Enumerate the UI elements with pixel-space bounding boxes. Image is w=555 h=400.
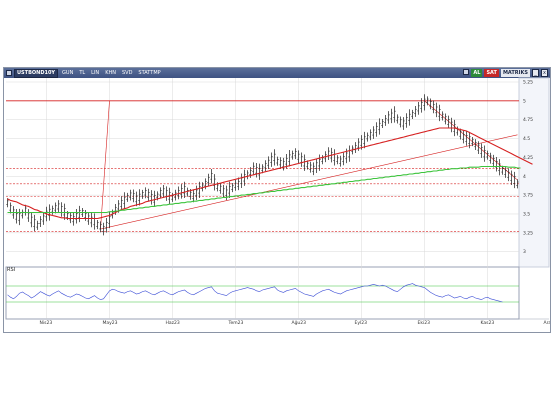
y-tick-label: 4 (523, 174, 526, 180)
chart-window: USTBOND10Y GUN TL LIN KHN SVD STATTMP AL… (3, 67, 551, 333)
currency-selector[interactable]: TL (79, 70, 86, 76)
lock-icon[interactable] (463, 69, 470, 75)
x-tick-label: Tem23 (228, 320, 244, 326)
symbol-selector[interactable]: USTBOND10Y (14, 68, 59, 78)
y-tick-label: 5.25 (523, 80, 533, 86)
y-tick-label: 4.25 (523, 155, 533, 161)
sell-button[interactable]: SAT (484, 69, 499, 77)
y-tick-label: 4.5 (523, 136, 530, 142)
y-tick-label: 3.5 (523, 211, 530, 217)
scale-selector[interactable]: LIN (91, 70, 100, 76)
close-button[interactable]: x (541, 69, 548, 77)
volume-toggle[interactable]: SVD (121, 70, 133, 76)
x-tick-label: Eyl23 (355, 320, 368, 326)
y-tick-label: 3.25 (523, 230, 533, 236)
chart-menu-icon[interactable] (6, 70, 12, 76)
rsi-panel (5, 266, 520, 320)
y-tick-label: 4.75 (523, 117, 533, 123)
y-tick-label: 3 (523, 249, 526, 255)
x-tick-label: May23 (103, 320, 118, 326)
x-tick-label: Eki23 (418, 320, 431, 326)
minimize-button[interactable]: _ (532, 69, 539, 77)
x-tick-label: Ağu23 (292, 319, 307, 326)
trend-line (100, 100, 110, 230)
period-selector[interactable]: GUN (62, 70, 74, 76)
x-tick-label: Ara23 (544, 320, 551, 326)
mode-selector[interactable]: STATTMP (138, 70, 161, 76)
y-tick-label: 5 (523, 98, 526, 104)
x-tick-label: Kas23 (481, 320, 495, 326)
chart-kind-selector[interactable]: KHN (105, 70, 116, 76)
chart-toolbar: USTBOND10Y GUN TL LIN KHN SVD STATTMP AL… (4, 68, 550, 78)
matriks-brand: MATRIKS (500, 69, 530, 77)
x-tick-label: Nis23 (40, 320, 53, 326)
y-tick-label: 3.75 (523, 193, 533, 199)
trend-line (100, 134, 518, 230)
price-chart[interactable]: 5.25 5 4.75 4.5 4.25 4 3.75 3.5 3.25 3 Nis23 May23 H… (4, 68, 550, 332)
ma-short-line (7, 127, 533, 220)
rsi-line (7, 283, 503, 303)
price-axis-panel (518, 77, 550, 268)
ma-long-line (7, 165, 521, 214)
buy-button[interactable]: AL (471, 69, 483, 77)
x-tick-label: Haz23 (166, 320, 180, 326)
rsi-label: RSI (7, 267, 16, 273)
